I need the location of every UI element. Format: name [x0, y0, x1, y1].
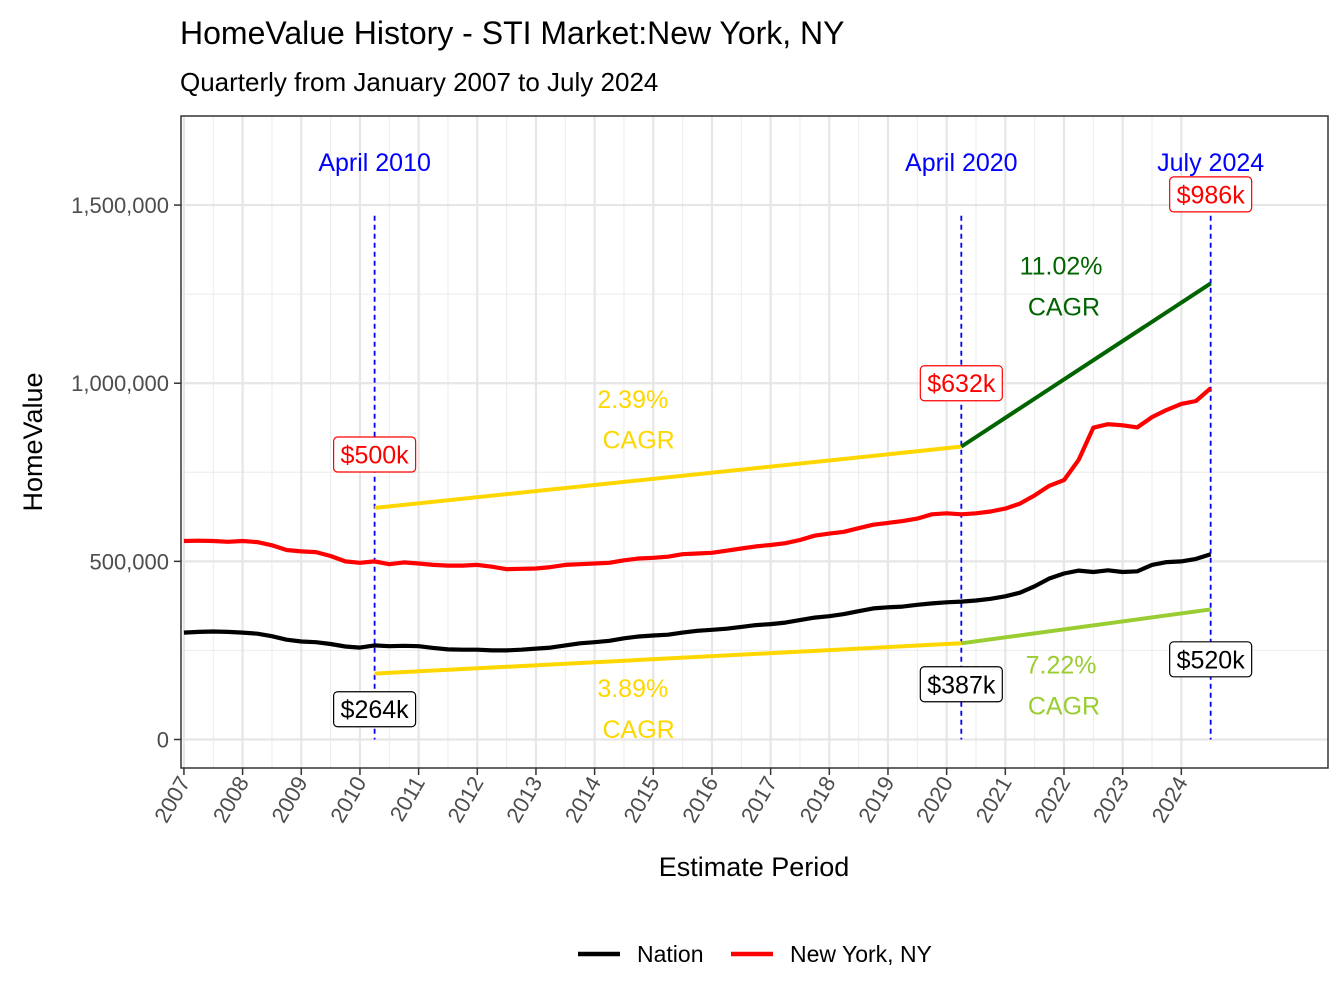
x-tick-label: 2016 — [677, 772, 723, 827]
chart-title: HomeValue History - STI Market:New York,… — [180, 15, 845, 51]
chart-subtitle: Quarterly from January 2007 to July 2024 — [180, 67, 658, 97]
value-label: $520k — [1177, 646, 1246, 674]
x-tick-label: 2020 — [912, 772, 958, 827]
data-series — [183, 386, 1213, 653]
plot-border — [180, 115, 1329, 769]
value-label-box — [1169, 641, 1253, 678]
y-tick-label: 1,000,000 — [71, 371, 169, 396]
cagr-label: 11.02% — [1020, 253, 1103, 281]
x-tick-label: 2023 — [1088, 772, 1134, 827]
value-label: $387k — [927, 671, 996, 699]
x-tick-label: 2007 — [149, 772, 195, 827]
x-tick-label: 2018 — [795, 772, 841, 827]
cagr-label: CAGR — [603, 427, 675, 455]
cagr-label: 3.89% — [597, 675, 668, 703]
cagr-label: 7.22% — [1026, 652, 1097, 680]
value-label-box — [919, 666, 1003, 703]
value-label: $264k — [341, 696, 410, 724]
x-tick-label: 2021 — [971, 772, 1017, 827]
value-label-box — [333, 691, 417, 728]
cagr-trend-lines — [374, 281, 1212, 676]
trend-line — [961, 607, 1211, 646]
x-tick-label: 2010 — [325, 772, 371, 827]
value-label: $500k — [341, 441, 410, 469]
trend-line — [960, 281, 1212, 449]
annotations: $500k $632k $986k $264k $387k $520k 2.39% CAGR 3… — [333, 176, 1253, 744]
y-axis: 0 500,000 1,000,000 1,500,000 — [71, 193, 181, 752]
y-tick-label: 500,000 — [89, 549, 169, 574]
value-label-box — [919, 365, 1003, 402]
reference-label: April 2020 — [905, 149, 1018, 177]
x-tick-label: 2014 — [560, 772, 606, 827]
plot-panel: April 2010 April 2020 July 2024 $500k $632k… — [180, 115, 1329, 769]
legend-label: New York, NY — [790, 941, 932, 967]
reference-label: July 2024 — [1157, 149, 1264, 177]
x-tick-label: 2011 — [385, 772, 430, 825]
value-label-box — [1169, 176, 1253, 213]
cagr-label: CAGR — [603, 716, 675, 744]
legend: Nation New York, NY — [578, 941, 932, 967]
value-label: $986k — [1177, 181, 1246, 209]
y-tick-label: 1,500,000 — [71, 193, 169, 218]
x-axis: 2007 2008 2009 2010 2011 2012 2013 2014 2015 2016… — [149, 768, 1193, 827]
series-line — [183, 386, 1213, 572]
reference-lines: April 2010 April 2020 July 2024 — [318, 149, 1264, 740]
x-tick-label: 2015 — [618, 772, 664, 827]
y-axis-label: HomeValue — [18, 372, 48, 511]
x-tick-label: 2024 — [1147, 772, 1193, 827]
x-tick-label: 2022 — [1029, 772, 1075, 827]
cagr-label: CAGR — [1028, 294, 1100, 322]
cagr-label: 2.39% — [597, 386, 668, 414]
x-tick-label: 2013 — [501, 772, 547, 827]
x-axis-label: Estimate Period — [659, 852, 850, 882]
trend-line — [374, 641, 962, 676]
value-label-box — [333, 436, 417, 473]
y-tick-label: 0 — [157, 727, 169, 752]
value-label: $632k — [927, 370, 996, 398]
x-tick-label: 2017 — [736, 772, 782, 827]
trend-line — [374, 444, 962, 510]
x-tick-label: 2019 — [853, 772, 899, 827]
x-tick-label: 2009 — [266, 772, 312, 827]
reference-label: April 2010 — [318, 149, 431, 177]
x-tick-label: 2008 — [208, 772, 254, 827]
cagr-label: CAGR — [1028, 693, 1100, 721]
series-line — [183, 552, 1212, 653]
legend-label: Nation — [637, 941, 703, 967]
x-tick-label: 2012 — [442, 772, 488, 827]
